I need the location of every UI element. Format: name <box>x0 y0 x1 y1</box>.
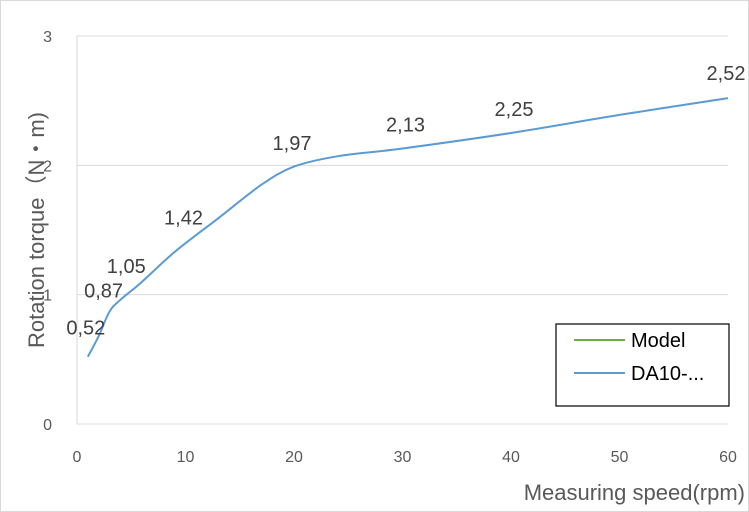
legend-label-da10: DA10-... <box>631 363 704 385</box>
y-axis-title: Rotation torque（N・m) <box>24 112 49 348</box>
data-label: 2,13 <box>386 115 425 137</box>
legend: Model DA10-... <box>555 323 730 407</box>
x-tick-label: 20 <box>285 449 303 466</box>
x-tick-label: 40 <box>502 449 520 466</box>
series-layer <box>86 97 729 358</box>
x-tick-label: 30 <box>394 449 412 466</box>
y-tick-label: 2 <box>43 158 52 175</box>
y-tick-label: 3 <box>43 29 52 46</box>
x-tick-label: 60 <box>719 449 737 466</box>
x-tick-label: 0 <box>73 449 82 466</box>
legend-box <box>555 323 730 407</box>
data-label: 2,25 <box>495 99 534 121</box>
legend-label-model: Model <box>631 330 685 352</box>
data-label-layer: 0,52 0,871,05 1,42 1,97 2,13 2,25 2,52 <box>66 63 745 340</box>
data-label: 0,52 <box>66 318 105 340</box>
x-tick-label: 10 <box>177 449 195 466</box>
data-label: 2,52 <box>707 63 746 85</box>
series-line-1 <box>86 97 729 358</box>
y-tick-label: 0 <box>43 417 52 434</box>
data-label: 1,05 <box>107 256 146 278</box>
x-tick-label: 50 <box>611 449 629 466</box>
data-label: 0,87 <box>84 280 123 302</box>
grid-layer <box>77 35 728 296</box>
data-label: 1,97 <box>273 133 312 155</box>
y-tick-label: 1 <box>43 288 52 305</box>
data-label: 1,42 <box>164 207 203 229</box>
x-axis-title: Measuring speed(rpm) <box>524 480 745 505</box>
